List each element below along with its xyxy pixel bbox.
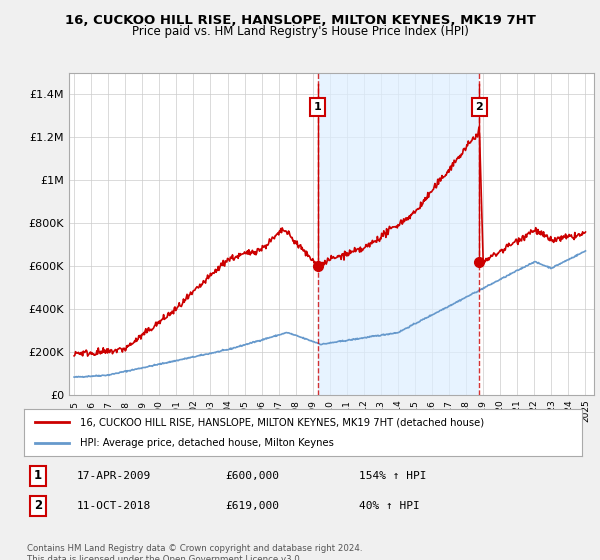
Text: 40% ↑ HPI: 40% ↑ HPI <box>359 501 419 511</box>
Text: 1: 1 <box>34 469 42 482</box>
Text: £619,000: £619,000 <box>225 501 279 511</box>
Text: 16, CUCKOO HILL RISE, HANSLOPE, MILTON KEYNES, MK19 7HT (detached house): 16, CUCKOO HILL RISE, HANSLOPE, MILTON K… <box>80 417 484 427</box>
Text: 16, CUCKOO HILL RISE, HANSLOPE, MILTON KEYNES, MK19 7HT: 16, CUCKOO HILL RISE, HANSLOPE, MILTON K… <box>65 14 535 27</box>
Text: 154% ↑ HPI: 154% ↑ HPI <box>359 470 426 480</box>
Text: 2: 2 <box>34 500 42 512</box>
Bar <box>317 73 479 395</box>
Text: 1: 1 <box>314 102 322 112</box>
Text: Contains HM Land Registry data © Crown copyright and database right 2024.
This d: Contains HM Land Registry data © Crown c… <box>27 544 362 560</box>
Text: 2: 2 <box>476 102 484 112</box>
Text: Price paid vs. HM Land Registry's House Price Index (HPI): Price paid vs. HM Land Registry's House … <box>131 25 469 38</box>
Text: 11-OCT-2018: 11-OCT-2018 <box>77 501 151 511</box>
Text: 17-APR-2009: 17-APR-2009 <box>77 470 151 480</box>
Text: HPI: Average price, detached house, Milton Keynes: HPI: Average price, detached house, Milt… <box>80 438 334 448</box>
Text: £600,000: £600,000 <box>225 470 279 480</box>
